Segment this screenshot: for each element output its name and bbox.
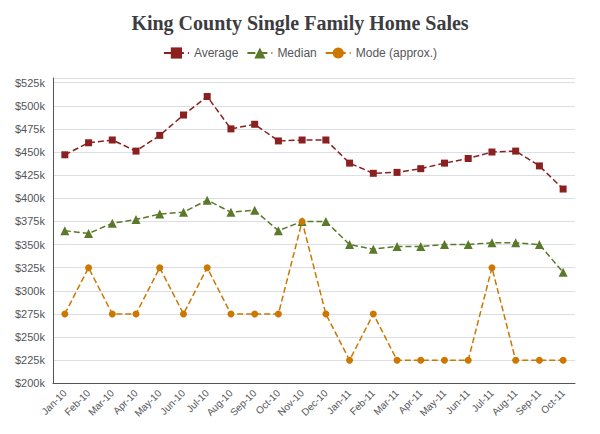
svg-text:Average: Average	[194, 46, 239, 60]
svg-text:Aug-11: Aug-11	[489, 387, 520, 418]
svg-text:Oct-10: Oct-10	[253, 387, 283, 417]
svg-text:Oct-11: Oct-11	[539, 387, 568, 416]
svg-text:Apr-11: Apr-11	[396, 387, 425, 416]
svg-text:May-10: May-10	[132, 387, 164, 419]
svg-text:$400k: $400k	[15, 192, 45, 204]
svg-text:Mar-10: Mar-10	[86, 387, 116, 417]
svg-text:Mode (approx.): Mode (approx.)	[356, 46, 437, 60]
svg-text:$225k: $225k	[15, 354, 45, 366]
svg-text:Sep-10: Sep-10	[228, 387, 259, 418]
svg-text:Jul-11: Jul-11	[469, 387, 496, 414]
svg-text:$425k: $425k	[15, 169, 45, 181]
svg-text:$250k: $250k	[15, 331, 45, 343]
svg-text:King County Single Family Home: King County Single Family Home Sales	[131, 12, 468, 35]
svg-text:Feb-11: Feb-11	[348, 387, 378, 417]
svg-text:Nov-10: Nov-10	[275, 387, 306, 418]
svg-text:$350k: $350k	[15, 239, 45, 251]
svg-text:Jul-10: Jul-10	[184, 387, 212, 415]
svg-text:Aug-10: Aug-10	[204, 387, 235, 418]
svg-text:Dec-10: Dec-10	[299, 387, 330, 418]
svg-text:Jun-10: Jun-10	[158, 387, 188, 417]
svg-text:Jan-11: Jan-11	[324, 387, 354, 417]
svg-text:$300k: $300k	[15, 285, 45, 297]
svg-text:$525k: $525k	[15, 77, 45, 89]
svg-text:$375k: $375k	[15, 215, 45, 227]
svg-text:$475k: $475k	[15, 123, 45, 135]
svg-text:$275k: $275k	[15, 308, 45, 320]
svg-text:Sep-11: Sep-11	[513, 387, 543, 417]
svg-text:$500k: $500k	[15, 100, 45, 112]
svg-text:Feb-10: Feb-10	[62, 387, 93, 418]
svg-text:Jun-11: Jun-11	[443, 387, 472, 416]
svg-text:Apr-10: Apr-10	[110, 387, 140, 417]
svg-text:Jan-10: Jan-10	[39, 387, 69, 417]
svg-text:May-11: May-11	[418, 387, 449, 418]
svg-text:$450k: $450k	[15, 146, 45, 158]
svg-text:Mar-11: Mar-11	[371, 387, 401, 417]
svg-text:Median: Median	[277, 46, 316, 60]
svg-text:$200k: $200k	[15, 377, 45, 389]
svg-text:$325k: $325k	[15, 262, 45, 274]
